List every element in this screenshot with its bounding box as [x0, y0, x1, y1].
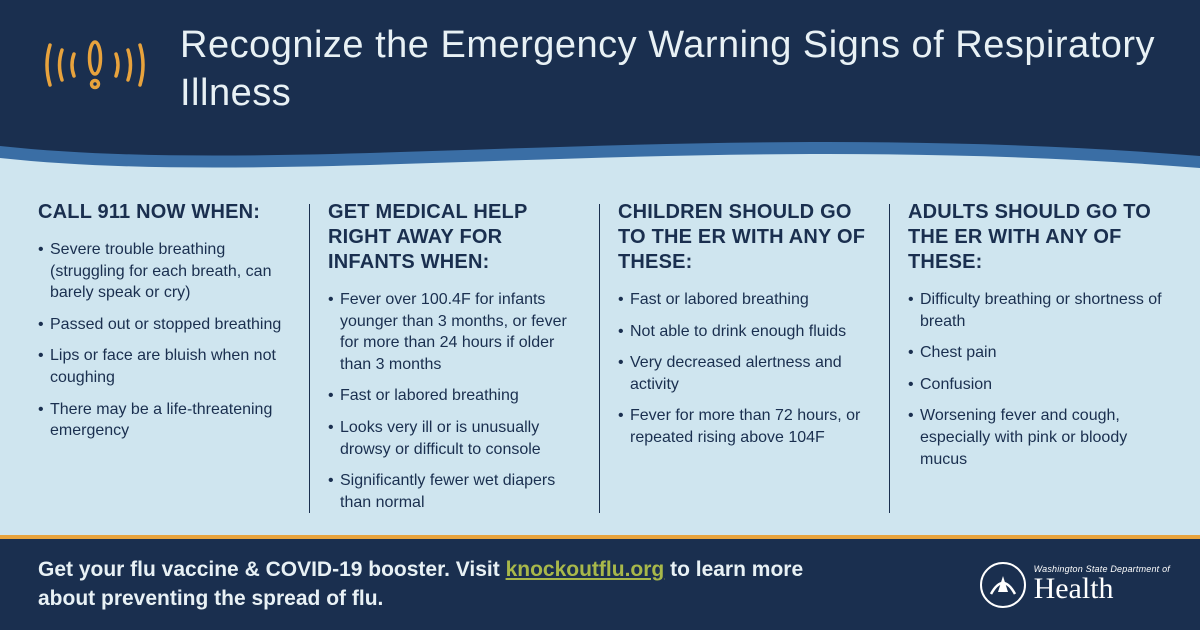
- column-list: Difficulty breathing or shortness of bre…: [908, 289, 1162, 470]
- list-item: Fever for more than 72 hours, or repeate…: [618, 405, 872, 448]
- list-item: Fast or labored breathing: [328, 385, 582, 407]
- column-infants: GET MEDICAL HELP RIGHT AWAY FOR INFANTS …: [310, 200, 600, 525]
- logo-icon: [980, 562, 1026, 608]
- list-item: Fever over 100.4F for infants younger th…: [328, 289, 582, 375]
- alert-icon: [40, 30, 150, 105]
- list-item: Worsening fever and cough, especially wi…: [908, 405, 1162, 470]
- list-item: Lips or face are bluish when not coughin…: [38, 345, 292, 388]
- list-item: Significantly fewer wet diapers than nor…: [328, 470, 582, 513]
- column-list: Severe trouble breathing (struggling for…: [38, 239, 292, 442]
- column-children: CHILDREN SHOULD GO TO THE ER WITH ANY OF…: [600, 200, 890, 525]
- column-adults: ADULTS SHOULD GO TO THE ER WITH ANY OF T…: [890, 200, 1162, 525]
- list-item: Fast or labored breathing: [618, 289, 872, 311]
- footer-link[interactable]: knockoutflu.org: [506, 558, 665, 581]
- column-heading: ADULTS SHOULD GO TO THE ER WITH ANY OF T…: [908, 200, 1162, 275]
- list-item: Chest pain: [908, 342, 1162, 364]
- list-item: Passed out or stopped breathing: [38, 314, 292, 336]
- list-item: Difficulty breathing or shortness of bre…: [908, 289, 1162, 332]
- wave-divider: [0, 128, 1200, 188]
- page-title: Recognize the Emergency Warning Signs of…: [180, 22, 1160, 117]
- column-list: Fast or labored breathing Not able to dr…: [618, 289, 872, 449]
- list-item: Very decreased alertness and activity: [618, 352, 872, 395]
- footer: Get your flu vaccine & COVID-19 booster.…: [0, 535, 1200, 630]
- column-heading: CALL 911 NOW WHEN:: [38, 200, 292, 225]
- health-dept-logo: Washington State Department of Health: [980, 562, 1170, 608]
- column-heading: GET MEDICAL HELP RIGHT AWAY FOR INFANTS …: [328, 200, 582, 275]
- list-item: Severe trouble breathing (struggling for…: [38, 239, 292, 304]
- column-list: Fever over 100.4F for infants younger th…: [328, 289, 582, 513]
- footer-pre: Get your flu vaccine & COVID-19 booster.…: [38, 558, 506, 581]
- column-heading: CHILDREN SHOULD GO TO THE ER WITH ANY OF…: [618, 200, 872, 275]
- logo-big-text: Health: [1034, 574, 1170, 604]
- list-item: Looks very ill or is unusually drowsy or…: [328, 417, 582, 460]
- list-item: Confusion: [908, 374, 1162, 396]
- list-item: Not able to drink enough fluids: [618, 321, 872, 343]
- content-grid: CALL 911 NOW WHEN: Severe trouble breath…: [0, 170, 1200, 535]
- footer-text: Get your flu vaccine & COVID-19 booster.…: [38, 556, 858, 613]
- column-call-911: CALL 911 NOW WHEN: Severe trouble breath…: [38, 200, 310, 525]
- list-item: There may be a life-threatening emergenc…: [38, 399, 292, 442]
